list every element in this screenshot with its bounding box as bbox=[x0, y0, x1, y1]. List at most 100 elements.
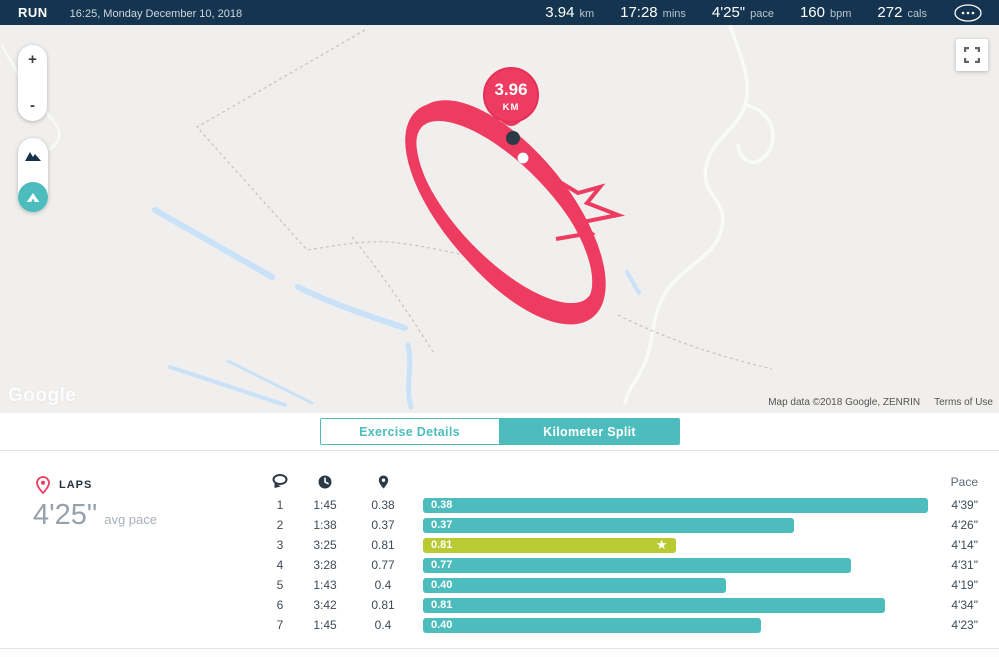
lap-distance: 0.38 bbox=[371, 498, 395, 512]
lap-bar-track: 0.40 bbox=[423, 617, 928, 633]
lap-bar-track: 0.38 bbox=[423, 497, 928, 513]
lap-bar-label: 0.81 bbox=[431, 539, 453, 551]
stat-unit: bpm bbox=[830, 8, 852, 20]
header-stat: 160 bpm bbox=[800, 4, 851, 21]
stat-value: 4'25" bbox=[711, 4, 746, 21]
stat-unit: cals bbox=[907, 8, 927, 20]
laps-panel: LAPS 4'25" avg pace bbox=[0, 451, 999, 648]
map-roads bbox=[0, 25, 775, 405]
lap-distance: 0.37 bbox=[371, 518, 395, 532]
stat-value: 17:28 bbox=[620, 4, 658, 21]
laps-table-rows: 1 1:45 0.38 0.38 4'39" 2 1:38 0.37 0.37 4'26" 3 3:2… bbox=[0, 495, 999, 635]
laps-title: LAPS bbox=[59, 479, 93, 491]
avg-pace-value: 4'25" bbox=[33, 499, 98, 531]
marker-distance-unit: KM bbox=[503, 102, 520, 113]
activity-header: RUN 16:25, Monday December 10, 2018 3.94… bbox=[0, 0, 999, 25]
lap-bar-label: 0.40 bbox=[431, 619, 453, 631]
lap-number: 4 bbox=[276, 558, 284, 572]
lap-bar-label: 0.40 bbox=[431, 579, 453, 591]
lap-time: 1:38 bbox=[313, 518, 337, 532]
lap-distance: 0.4 bbox=[374, 618, 392, 632]
lap-time: 1:45 bbox=[313, 618, 337, 632]
lap-bar: 0.40 bbox=[423, 617, 762, 633]
laps-table: Pace 1 1:45 0.38 0.38 4'39" 2 1:38 0.37 0.37 4'26… bbox=[0, 473, 999, 635]
pace-column-header: Pace bbox=[950, 475, 978, 489]
lap-distance: 0.77 bbox=[371, 558, 395, 572]
lap-distance: 0.81 bbox=[371, 538, 395, 552]
lap-number: 3 bbox=[276, 538, 284, 552]
lap-bar-track: 0.37 bbox=[423, 517, 928, 533]
distance-icon bbox=[378, 475, 388, 489]
lap-row: 7 1:45 0.4 0.40 4'23" bbox=[0, 615, 999, 635]
laps-table-header: Pace bbox=[0, 473, 999, 491]
map-layer-control bbox=[18, 138, 48, 212]
map-canvas: 3.96 KM bbox=[0, 25, 775, 410]
lap-bar-track: 0.81 bbox=[423, 597, 928, 613]
map-attribution: Map data ©2018 Google, ZENRIN bbox=[768, 397, 921, 408]
lap-pace: 4'26" bbox=[951, 518, 978, 532]
fullscreen-icon bbox=[964, 47, 980, 63]
zoom-in-button[interactable]: + bbox=[28, 51, 37, 68]
lap-pace: 4'23" bbox=[951, 618, 978, 632]
ellipsis-icon bbox=[954, 3, 982, 22]
stat-unit: km bbox=[579, 8, 595, 20]
lap-time: 3:25 bbox=[313, 538, 337, 552]
fullscreen-button[interactable] bbox=[956, 39, 988, 71]
zoom-out-button[interactable]: - bbox=[30, 97, 35, 114]
lap-distance: 0.4 bbox=[374, 578, 392, 592]
lap-time: 3:42 bbox=[313, 598, 337, 612]
terms-of-use-link[interactable]: Terms of Use bbox=[934, 397, 993, 408]
header-stat: 272 cals bbox=[877, 4, 927, 21]
distance-marker[interactable]: 3.96 KM bbox=[483, 67, 539, 126]
lap-pace: 4'19" bbox=[951, 578, 978, 592]
header-stat: 17:28 mins bbox=[620, 4, 686, 21]
stat-value: 3.94 bbox=[545, 4, 575, 21]
lap-bar-track: 0.77 bbox=[423, 557, 928, 573]
lap-bar: 0.38 bbox=[423, 497, 928, 513]
lap-bar-track: 0.40 bbox=[423, 577, 928, 593]
lap-time: 3:28 bbox=[313, 558, 337, 572]
time-icon bbox=[318, 475, 332, 489]
google-logo[interactable]: Google bbox=[8, 385, 77, 406]
lap-pace: 4'39" bbox=[951, 498, 978, 512]
lap-number: 7 bbox=[276, 618, 284, 632]
header-stat: 3.94 km bbox=[545, 4, 594, 21]
lap-icon bbox=[272, 474, 288, 489]
stat-unit: pace bbox=[750, 8, 774, 20]
start-point-dot bbox=[517, 152, 529, 164]
route-map[interactable]: 3.96 KM + - Google Map data ©2018 Google… bbox=[0, 25, 999, 413]
stat-unit: mins bbox=[662, 8, 686, 20]
lap-bar: 0.81 bbox=[423, 597, 886, 613]
lap-bar: 0.77 bbox=[423, 557, 851, 573]
best-lap-bar: 0.81 ★ bbox=[423, 536, 676, 553]
lap-bar-label: 0.77 bbox=[431, 559, 453, 571]
terrain-button[interactable] bbox=[24, 150, 42, 162]
bottom-divider bbox=[0, 648, 999, 657]
lap-distance: 0.81 bbox=[371, 598, 395, 612]
activity-datetime: 16:25, Monday December 10, 2018 bbox=[69, 8, 243, 20]
lap-row: 4 3:28 0.77 0.77 4'31" bbox=[0, 555, 999, 575]
elevation-toggle-button[interactable] bbox=[18, 182, 48, 212]
lap-bar-label: 0.81 bbox=[431, 599, 453, 611]
map-water bbox=[152, 207, 641, 410]
best-lap-star-icon: ★ bbox=[655, 536, 668, 552]
lap-bar-label: 0.37 bbox=[431, 519, 453, 531]
tab-exercise-details[interactable]: Exercise Details bbox=[319, 418, 500, 445]
lap-pace: 4'31" bbox=[951, 558, 978, 572]
more-options-button[interactable] bbox=[953, 3, 983, 22]
map-zoom-control: + - bbox=[18, 45, 47, 121]
lap-number: 1 bbox=[276, 498, 284, 512]
lap-row: 2 1:38 0.37 0.37 4'26" bbox=[0, 515, 999, 535]
end-point-dot bbox=[506, 131, 520, 145]
mountain-icon bbox=[25, 152, 41, 161]
lap-time: 1:43 bbox=[313, 578, 337, 592]
run-route bbox=[405, 100, 626, 325]
avg-pace-label: avg pace bbox=[104, 512, 157, 527]
laps-pin-icon bbox=[36, 476, 50, 494]
detail-tabs-bar: Exercise Details Kilometer Split bbox=[0, 413, 999, 451]
lap-pace: 4'34" bbox=[951, 598, 978, 612]
lap-bar: 0.40 bbox=[423, 577, 726, 593]
tab-kilometer-split[interactable]: Kilometer Split bbox=[499, 418, 680, 445]
stat-value: 272 bbox=[877, 4, 903, 21]
lap-row: 6 3:42 0.81 0.81 4'34" bbox=[0, 595, 999, 615]
